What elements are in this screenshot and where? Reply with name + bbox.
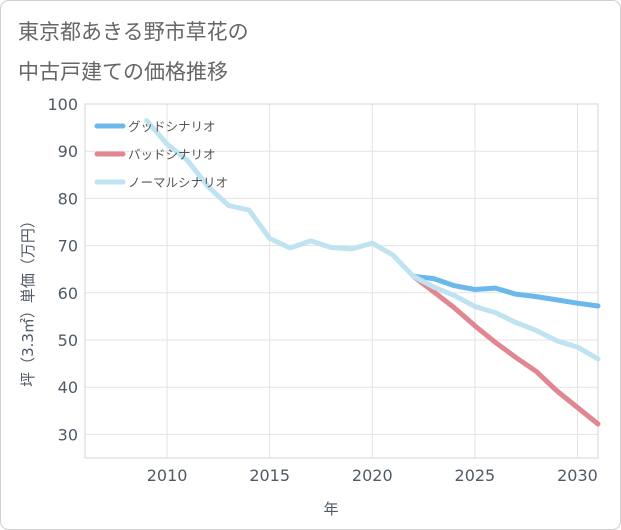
legend: グッドシナリオ バッドシナリオ ノーマルシナリオ (94, 119, 228, 190)
y-tick-label: 100 (47, 95, 78, 114)
legend-label-bad: バッドシナリオ (128, 147, 216, 162)
y-tick-label: 30 (58, 425, 78, 444)
y-tick-label: 60 (58, 284, 78, 303)
x-tick-label: 2025 (455, 466, 496, 485)
series-line-bad (410, 273, 601, 427)
x-tick-label: 2020 (352, 466, 393, 485)
chart-title-line-1: 東京都あきる野市草花の (18, 20, 249, 44)
y-tick-label: 40 (58, 378, 78, 397)
x-tick-label: 2010 (147, 466, 188, 485)
legend-item-good: グッドシナリオ (94, 119, 216, 134)
legend-label-normal: ノーマルシナリオ (128, 175, 228, 190)
legend-item-normal: ノーマルシナリオ (94, 175, 228, 190)
chart-title-line-2: 中古戸建ての価格推移 (18, 60, 228, 84)
legend-item-bad: バッドシナリオ (94, 147, 216, 162)
x-tick-label: 2030 (557, 466, 598, 485)
y-tick-label: 90 (58, 142, 78, 161)
legend-label-good: グッドシナリオ (128, 119, 216, 134)
y-tick-label: 50 (58, 331, 78, 350)
x-axis-label: 年 (323, 500, 338, 518)
tick-labels: 30 40 50 60 70 80 90 100 2010 2015 2020 2025 2030 (47, 95, 597, 485)
x-tick-label: 2015 (249, 466, 290, 485)
series-lines (144, 118, 601, 427)
series-line-normal (144, 118, 601, 362)
y-tick-label: 80 (58, 189, 78, 208)
y-axis-label: 坪（3.3㎡）単価（万円） (19, 213, 37, 387)
plot-frame (84, 103, 599, 459)
y-tick-label: 70 (58, 237, 78, 256)
series-line-good (410, 273, 601, 309)
